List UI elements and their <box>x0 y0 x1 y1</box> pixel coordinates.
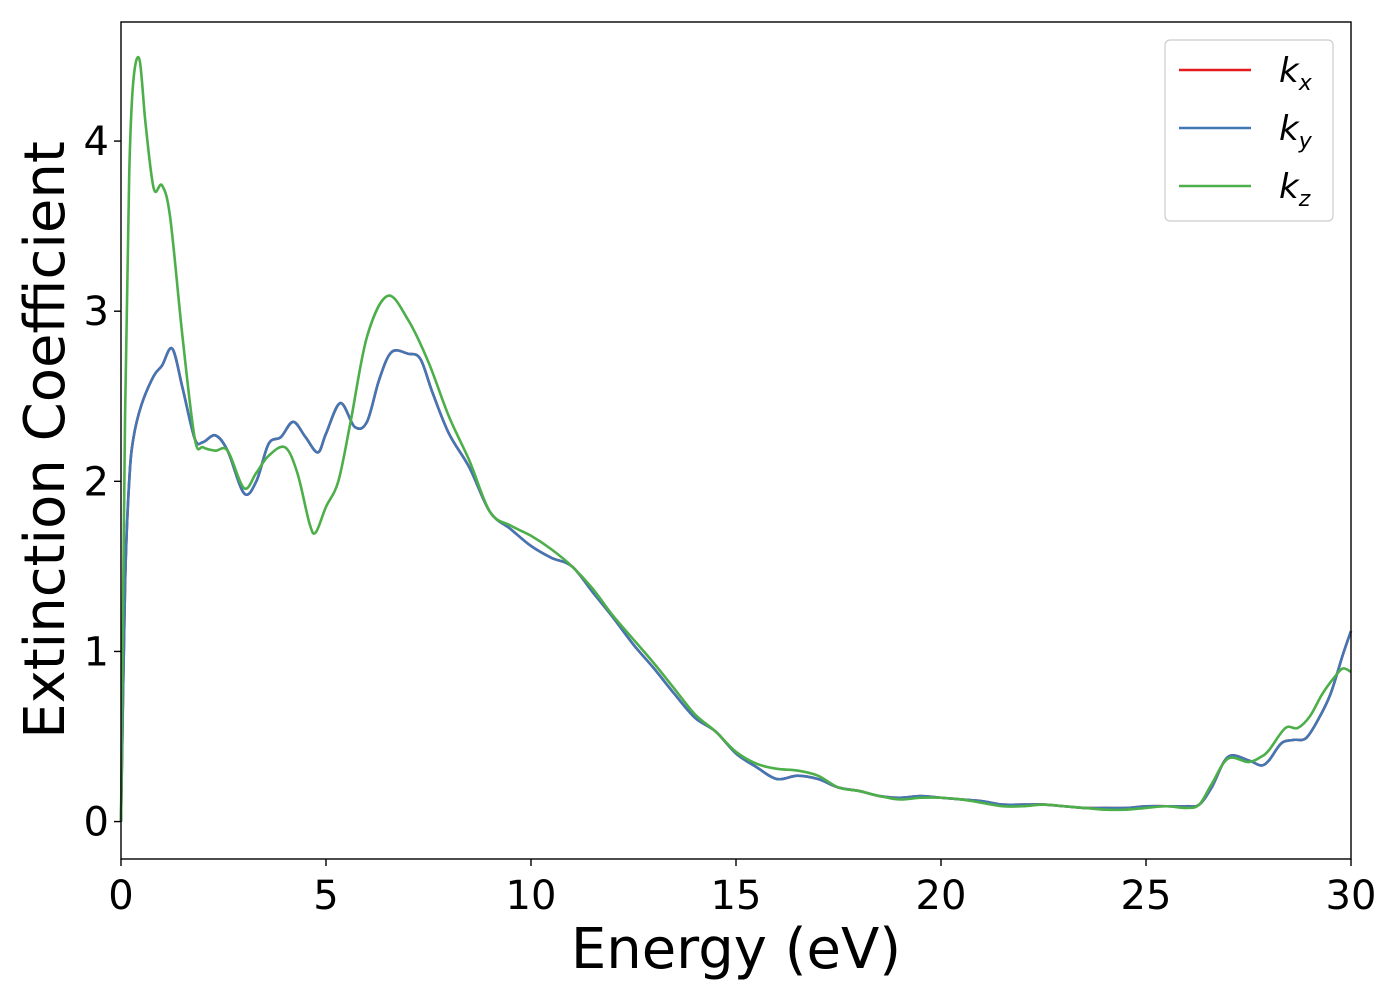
y-tick-label: 0 <box>84 800 109 846</box>
series-line-z <box>119 55 1352 822</box>
x-tick-label: 0 <box>108 873 133 919</box>
axis-ticks: 0 5 10 15 20 25 30 0 1 2 3 4 <box>84 119 1377 919</box>
y-axis-title: Extinction Coefficient <box>13 141 78 739</box>
y-tick-label: 3 <box>84 289 109 335</box>
x-tick-label: 5 <box>313 873 338 919</box>
legend-label-x: kx <box>1279 51 1313 96</box>
legend-label-z: kz <box>1279 167 1311 212</box>
x-tick-label: 30 <box>1326 873 1377 919</box>
y-tick-label: 4 <box>84 119 109 165</box>
legend: kx ky kz <box>1164 39 1334 222</box>
x-tick-label: 25 <box>1121 873 1172 919</box>
legend-box <box>1164 39 1334 222</box>
legend-label-y: ky <box>1279 109 1313 154</box>
y-tick-label: 2 <box>84 459 109 505</box>
y-tick-label: 1 <box>84 629 109 675</box>
x-axis-title: Energy (eV) <box>571 917 901 982</box>
x-tick-label: 15 <box>711 873 762 919</box>
x-tick-label: 10 <box>506 873 557 919</box>
x-tick-label: 20 <box>916 873 967 919</box>
series-lines <box>119 55 1353 822</box>
